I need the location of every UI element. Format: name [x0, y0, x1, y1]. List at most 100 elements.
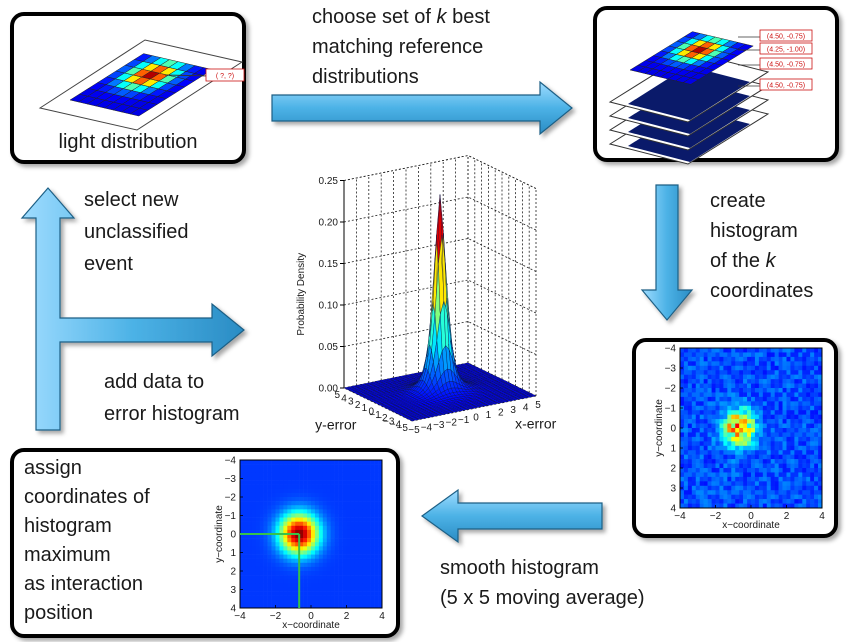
histogram-cell — [687, 410, 693, 415]
histogram-cell — [735, 472, 740, 478]
histogram-cell — [747, 401, 752, 407]
histogram-cell — [251, 579, 257, 584]
histogram-cell — [754, 374, 760, 380]
histogram-cell — [735, 414, 740, 420]
histogram-cell — [362, 554, 367, 559]
histogram-cell — [794, 445, 799, 451]
select-label-line3: event — [84, 253, 133, 275]
histogram-cell — [370, 571, 375, 576]
histogram-cell — [247, 464, 253, 469]
histogram-cell — [687, 383, 693, 389]
histogram-cell — [774, 485, 779, 491]
histogram-cell — [330, 566, 335, 572]
histogram-cell — [754, 463, 760, 469]
histogram-cell — [303, 492, 308, 498]
histogram-cell — [263, 529, 268, 535]
histogram-cell — [683, 503, 689, 509]
histogram-cell — [790, 428, 795, 433]
histogram-cell — [358, 484, 363, 490]
histogram-cell — [794, 441, 799, 447]
histogram-cell — [346, 484, 351, 490]
histogram-cell — [719, 414, 724, 420]
histogram-cell — [719, 481, 724, 487]
histogram-cell — [275, 492, 280, 498]
histogram-cell — [715, 383, 720, 389]
histogram-cell — [374, 517, 379, 522]
histogram-cell — [758, 494, 764, 500]
histogram-cell — [314, 595, 320, 601]
histogram-cell — [291, 521, 296, 527]
histogram-cell — [342, 575, 347, 580]
histogram-cell — [782, 361, 787, 367]
histogram-cell — [362, 501, 367, 506]
histogram-cell — [314, 513, 320, 518]
histogram-cell — [774, 450, 779, 455]
histogram-cell — [275, 571, 280, 576]
histogram-cell — [338, 468, 343, 473]
histogram-cell — [762, 352, 768, 358]
histogram-cell — [311, 538, 316, 543]
histogram-cell — [263, 488, 268, 494]
histogram-cell — [362, 603, 367, 609]
histogram-cell — [770, 454, 775, 460]
histogram-cell — [715, 401, 720, 407]
histogram-cell — [743, 348, 748, 353]
histogram-cell — [334, 554, 339, 559]
histogram-cell — [326, 587, 332, 592]
histogram-cell — [291, 529, 296, 535]
histogram-cell — [247, 571, 253, 576]
histogram-cell — [240, 529, 245, 535]
histogram-cell — [322, 538, 328, 543]
histogram-cell — [338, 595, 343, 601]
histogram-cell — [287, 468, 292, 473]
histogram-cell — [303, 579, 308, 584]
histogram-cell — [374, 583, 379, 588]
histogram-cell — [247, 579, 253, 584]
histogram-cell — [287, 554, 292, 559]
histogram-cell — [762, 459, 768, 464]
histogram-cell — [778, 352, 783, 358]
histogram-cell — [810, 450, 815, 455]
histogram-cell — [751, 468, 756, 473]
choose-label-line2: matching reference — [312, 36, 483, 58]
histogram-cell — [358, 587, 363, 592]
histogram-cell — [751, 454, 756, 460]
histogram-cell — [330, 529, 335, 535]
histogram-cell — [370, 542, 375, 547]
histogram-cell — [346, 513, 351, 518]
histogram-cell — [774, 374, 779, 380]
histogram-cell — [322, 579, 328, 584]
histogram-cell — [287, 521, 292, 527]
histogram-cell — [778, 392, 783, 398]
histogram-cell — [374, 488, 379, 494]
histogram-cell — [259, 476, 264, 481]
histogram-cell — [330, 476, 335, 481]
histogram-cell — [346, 480, 351, 485]
histogram-cell — [699, 481, 704, 487]
histogram-cell — [283, 505, 288, 510]
histogram-cell — [334, 505, 339, 510]
histogram-cell — [782, 463, 787, 469]
histogram-cell — [330, 542, 335, 547]
histogram-cell — [770, 405, 775, 411]
histogram-cell — [334, 464, 339, 469]
histogram-cell — [259, 534, 264, 539]
histogram-cell — [719, 441, 724, 447]
histogram-cell — [687, 392, 693, 398]
histogram-cell — [699, 388, 704, 393]
histogram-cell — [334, 472, 339, 477]
histogram-cell — [770, 361, 775, 367]
histogram-cell — [287, 525, 292, 531]
histogram-cell — [342, 488, 347, 494]
histogram-cell — [267, 492, 272, 498]
histogram-cell — [259, 480, 264, 485]
histogram-cell — [802, 428, 807, 433]
histogram-cell — [311, 575, 316, 580]
histogram-cell — [758, 490, 764, 495]
histogram-cell — [715, 436, 720, 442]
histogram-cell — [703, 361, 708, 367]
histogram-cell — [695, 441, 701, 447]
histogram-cell — [338, 497, 343, 502]
histogram-cell — [322, 509, 328, 514]
histogram-cell — [374, 525, 379, 531]
